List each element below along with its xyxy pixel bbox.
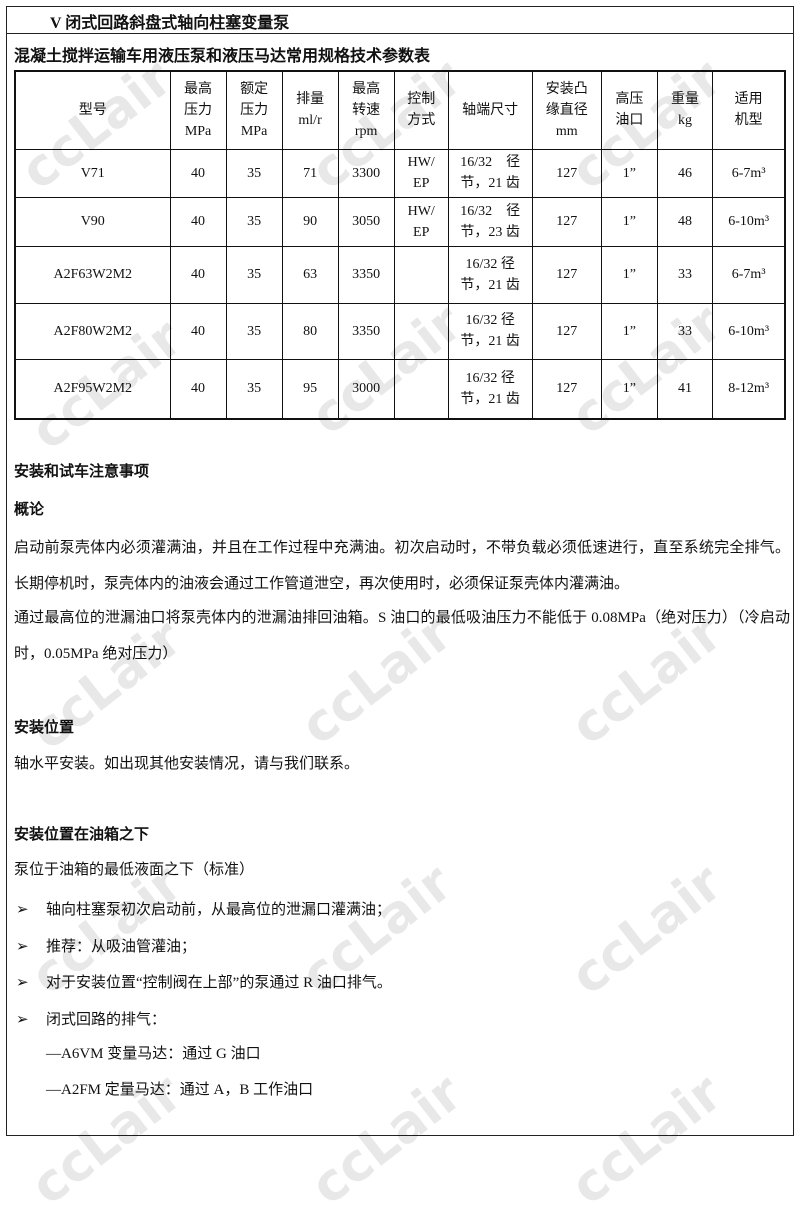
column-header: 安装凸 缘直径 mm (531, 70, 603, 150)
paragraph: 通过最高位的泄漏油口将泵壳体内的泄漏油排回油箱。S 油口的最低吸油压力不能低于 … (14, 610, 790, 662)
paragraph: 泵位于油箱的最低液面之下（标准） (14, 862, 255, 878)
table-cell: 3350 (337, 245, 395, 304)
sub-item: —A6VM 变量马达：通过 G 油口 (46, 1046, 261, 1062)
table-cell: 48 (656, 196, 714, 247)
table-cell: 40 (169, 302, 227, 360)
table-cell: A2F80W2M2 (14, 302, 171, 360)
table-cell: 35 (225, 148, 283, 198)
table-row: A2F80W2M2 40 35 80 3350 16/32 径 节，21 齿 127 1” 33… (14, 302, 786, 360)
table-cell: 35 (225, 302, 283, 360)
table-cell: 16/32 径 节，21 齿 (447, 148, 533, 198)
table-cell: 35 (225, 196, 283, 247)
subheading: 概论 (14, 502, 45, 518)
table-title: 混凝土搅拌运输车用液压泵和液压马达常用规格技术参数表 (14, 48, 431, 65)
table-cell: 63 (281, 245, 339, 304)
table-cell: 6-7m³ (712, 148, 786, 198)
column-header: 最高 压力 MPa (169, 70, 227, 150)
table-cell: 41 (656, 358, 714, 420)
table-cell (393, 358, 449, 420)
header-title: V 闭式回路斜盘式轴向柱塞变量泵 (50, 15, 290, 32)
table-cell: 127 (531, 302, 603, 360)
bullet-item: 推荐：从吸油管灌油； (14, 929, 800, 965)
table-cell: V90 (14, 196, 171, 247)
column-header: 适用 机型 (712, 70, 786, 150)
bullet-item: 闭式回路的排气： (14, 1002, 800, 1038)
column-header: 轴端尺寸 (447, 70, 533, 150)
table-row: V90 40 35 90 3050 HW/ EP 16/32 径 节，23 齿 127 1” 48… (14, 196, 786, 247)
header-rule (6, 33, 794, 34)
table-cell: 127 (531, 358, 603, 420)
table-cell: HW/ EP (393, 196, 449, 247)
table-cell: 40 (169, 148, 227, 198)
column-header: 型号 (14, 70, 171, 150)
paragraph: 启动前泵壳体内必须灌满油，并且在工作过程中充满油。初次启动时，不带负载必须低速进… (14, 540, 790, 592)
column-header: 高压 油口 (601, 70, 658, 150)
table-cell: 40 (169, 358, 227, 420)
table-cell: 1” (601, 148, 658, 198)
table-cell: 33 (656, 245, 714, 304)
table-cell: 90 (281, 196, 339, 247)
section-title: 安装和试车注意事项 (14, 464, 150, 480)
table-cell: 80 (281, 302, 339, 360)
table-cell: 40 (169, 245, 227, 304)
table-row: A2F63W2M2 40 35 63 3350 16/32 径 节，21 齿 127 1” 33… (14, 245, 786, 304)
table-cell: 3300 (337, 148, 395, 198)
table-cell: 127 (531, 148, 603, 198)
bullet-item: 对于安装位置“控制阀在上部”的泵通过 R 油口排气。 (14, 965, 800, 1001)
column-header: 控制 方式 (393, 70, 449, 150)
table-cell: 1” (601, 302, 658, 360)
table-cell: 95 (281, 358, 339, 420)
column-header: 重量 kg (656, 70, 714, 150)
table-cell: 3050 (337, 196, 395, 247)
table-cell: 16/32 径 节，21 齿 (447, 302, 533, 360)
table-cell: A2F95W2M2 (14, 358, 171, 420)
table-cell: A2F63W2M2 (14, 245, 171, 304)
table-cell: 33 (656, 302, 714, 360)
paragraph: 轴水平安装。如出现其他安装情况，请与我们联系。 (14, 756, 360, 772)
subheading: 安装位置 (14, 720, 75, 736)
table-cell: 6-10m³ (712, 302, 786, 360)
page: V 闭式回路斜盘式轴向柱塞变量泵 混凝土搅拌运输车用液压泵和液压马达常用规格技术… (0, 0, 800, 1141)
table-cell: 71 (281, 148, 339, 198)
spec-table: 型号 最高 压力 MPa 额定 压力 MPa 排量 ml/r 最高 转速 rpm 控制 方… (14, 70, 786, 420)
table-cell: 6-10m³ (712, 196, 786, 247)
table-cell: HW/ EP (393, 148, 449, 198)
table-cell: V71 (14, 148, 171, 198)
table-cell: 16/32 径 节，21 齿 (447, 245, 533, 304)
subheading: 安装位置在油箱之下 (14, 827, 150, 843)
column-header: 最高 转速 rpm (337, 70, 395, 150)
table-cell: 40 (169, 196, 227, 247)
table-cell: 127 (531, 196, 603, 247)
frame (6, 6, 794, 1136)
table-cell: 1” (601, 245, 658, 304)
sub-item: —A2FM 定量马达：通过 A，B 工作油口 (46, 1082, 314, 1098)
table-row: V71 40 35 71 3300 HW/ EP 16/32 径 节，21 齿 127 1” 46… (14, 148, 786, 198)
table-cell: 1” (601, 196, 658, 247)
column-header: 排量 ml/r (281, 70, 339, 150)
table-cell: 8-12m³ (712, 358, 786, 420)
table-cell: 16/32 径 节，23 齿 (447, 196, 533, 247)
table-cell: 1” (601, 358, 658, 420)
table-cell (393, 245, 449, 304)
table-cell: 3350 (337, 302, 395, 360)
table-cell (393, 302, 449, 360)
column-header: 额定 压力 MPa (225, 70, 283, 150)
table-cell: 3000 (337, 358, 395, 420)
table-cell: 46 (656, 148, 714, 198)
table-cell: 6-7m³ (712, 245, 786, 304)
table-cell: 16/32 径 节，21 齿 (447, 358, 533, 420)
table-cell: 35 (225, 245, 283, 304)
table-cell: 35 (225, 358, 283, 420)
bullet-item: 轴向柱塞泵初次启动前，从最高位的泄漏口灌满油； (14, 892, 800, 928)
table-row: A2F95W2M2 40 35 95 3000 16/32 径 节，21 齿 127 1” 41… (14, 358, 786, 420)
header-row: 型号 最高 压力 MPa 额定 压力 MPa 排量 ml/r 最高 转速 rpm 控制 方… (14, 70, 786, 150)
table-cell: 127 (531, 245, 603, 304)
